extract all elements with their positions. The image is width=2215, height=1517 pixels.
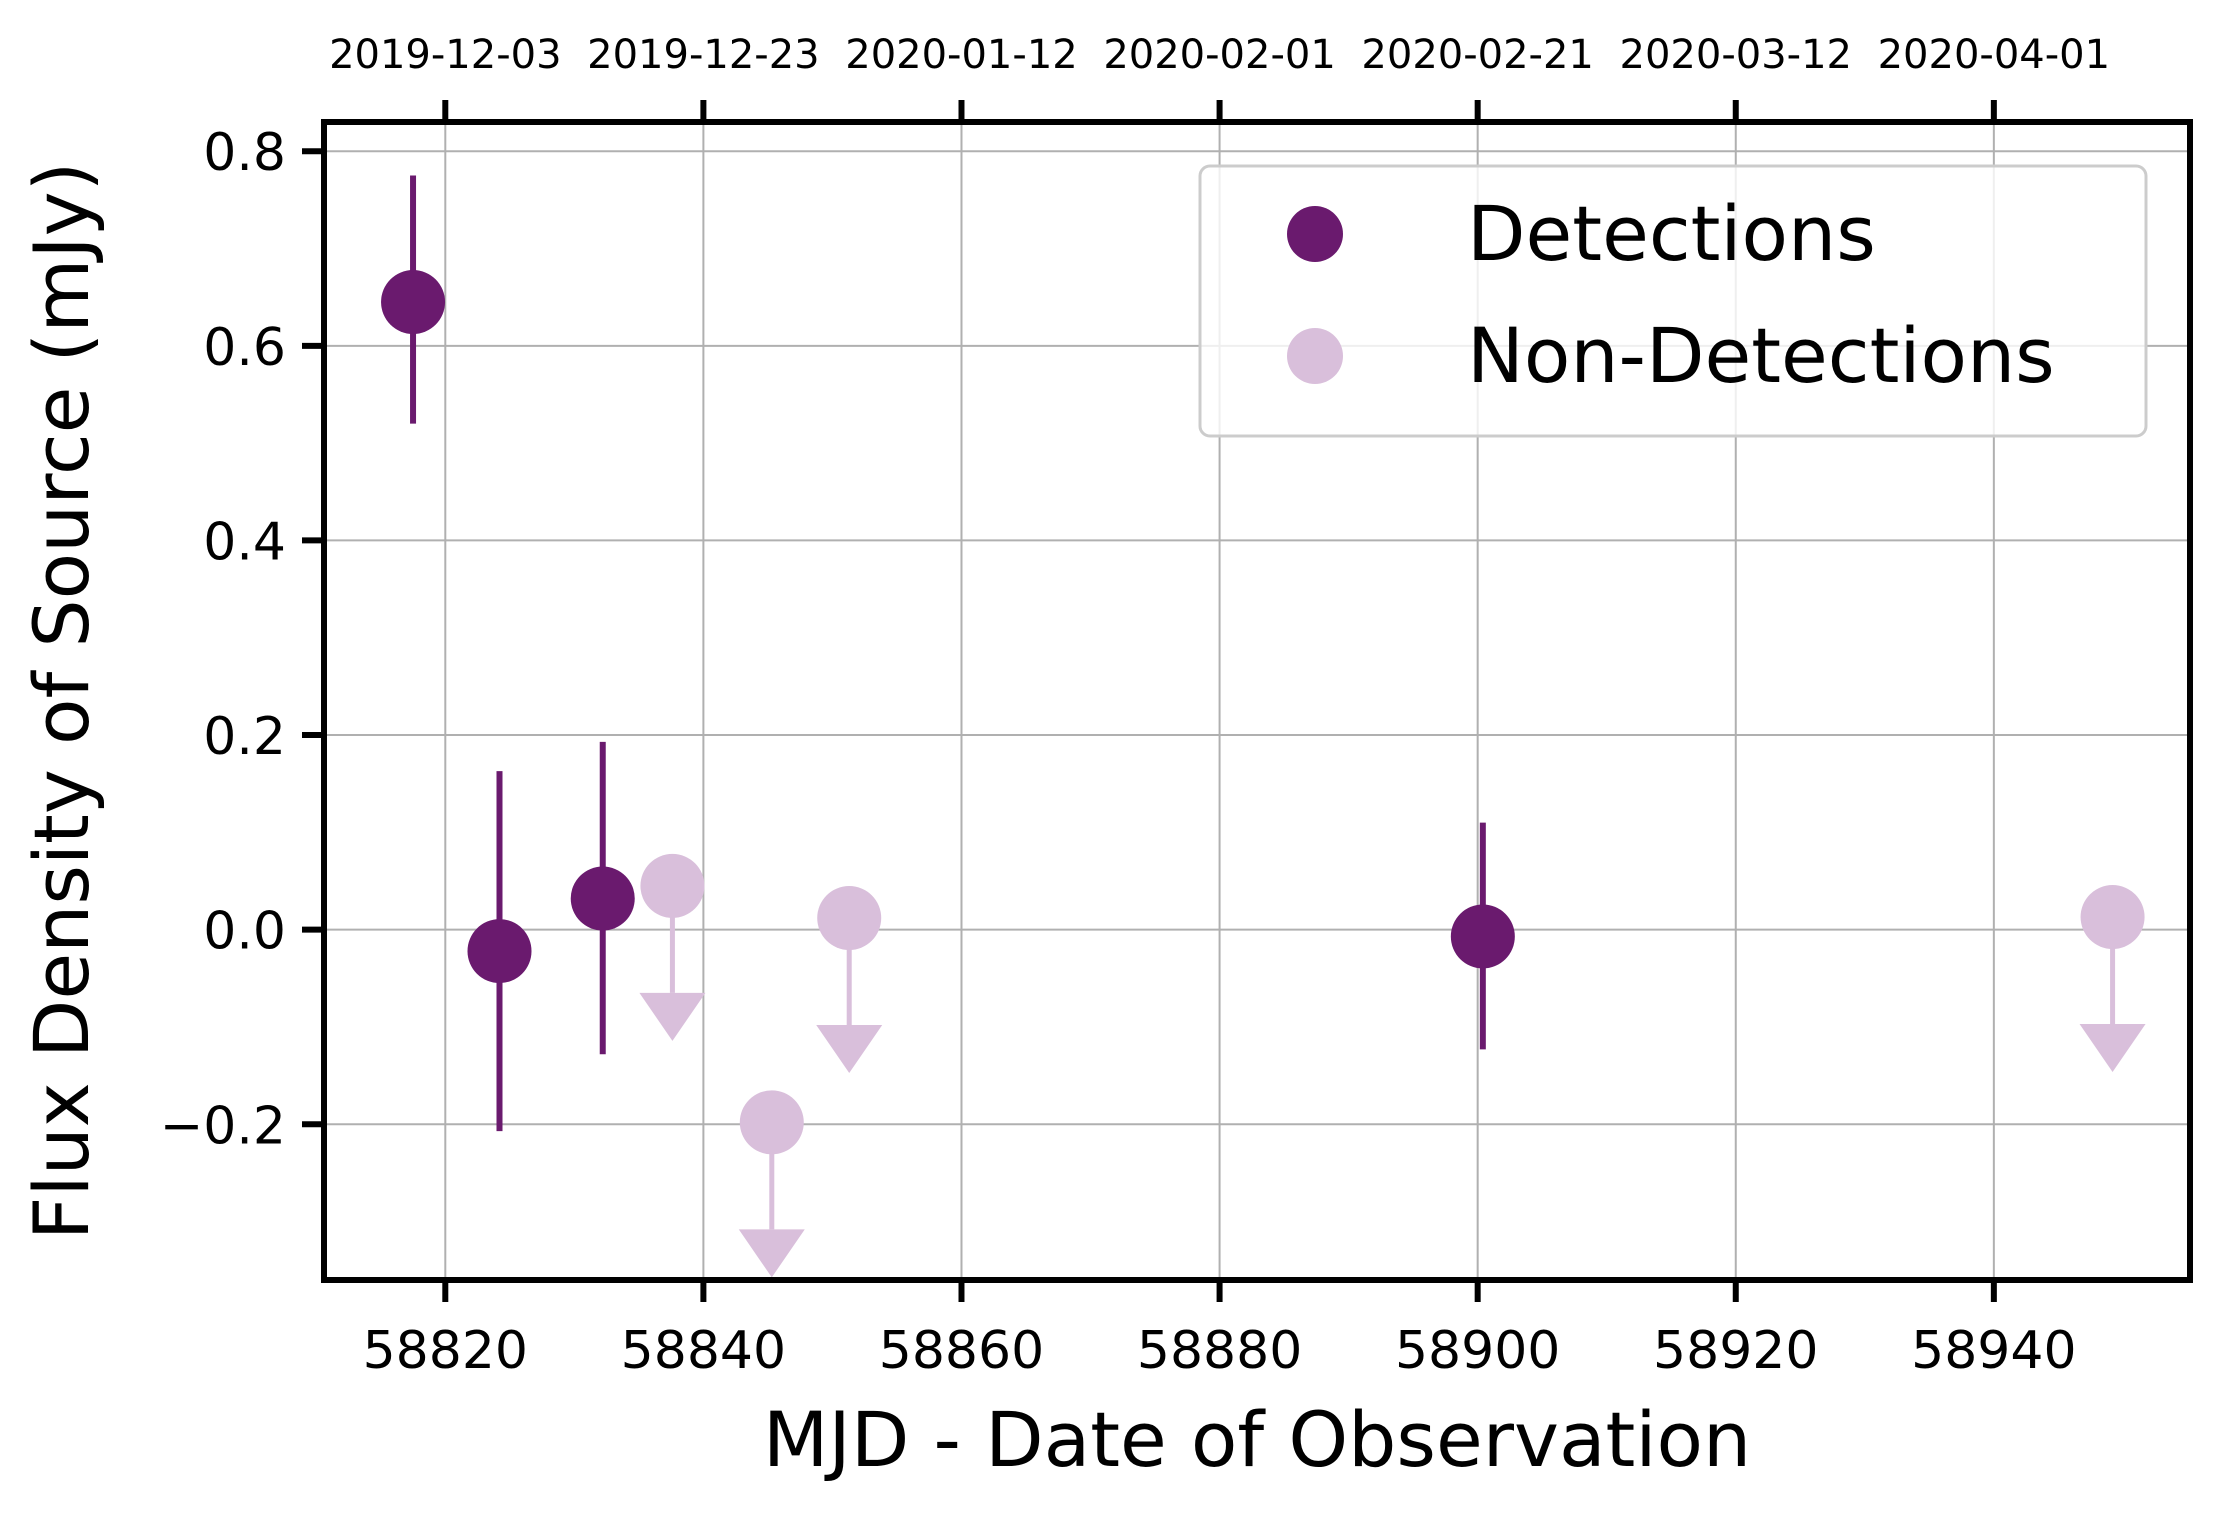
- x-tick-label: 58820: [363, 1321, 528, 1381]
- x-tick-label: 58880: [1137, 1321, 1302, 1381]
- upper-limit-arrow-head: [816, 1025, 883, 1074]
- x-tick-label: 58920: [1653, 1321, 1818, 1381]
- detection-point: [467, 919, 532, 984]
- top-date-tick-label: 2020-03-12: [1620, 32, 1852, 78]
- x-tick-label: 58900: [1395, 1321, 1560, 1381]
- y-tick-label: −0.2: [160, 1096, 286, 1156]
- non-detection-point: [640, 853, 705, 918]
- data-marks: [381, 175, 2146, 1278]
- legend-marker-non-detections: [1287, 328, 1343, 384]
- x-tick-label: 58840: [621, 1321, 786, 1381]
- legend-box: [1198, 164, 2148, 438]
- top-date-tick-label: 2020-02-21: [1361, 32, 1593, 78]
- top-date-tick-label: 2019-12-23: [587, 32, 819, 78]
- upper-limit-arrow-head: [639, 992, 706, 1041]
- top-date-tick-label: 2019-12-03: [329, 32, 561, 78]
- legend-marker-detections: [1287, 206, 1343, 262]
- non-detection-point: [817, 886, 882, 951]
- detection-point: [1450, 904, 1515, 969]
- x-axis-title: MJD - Date of Observation: [763, 1395, 1751, 1484]
- top-date-tick-label: 2020-04-01: [1878, 32, 2110, 78]
- y-axis-title: Flux Density of Source (mJy): [17, 162, 106, 1241]
- upper-limit-arrow-head: [738, 1229, 805, 1278]
- detection-point: [570, 866, 635, 931]
- plot-frame: [321, 119, 2193, 1283]
- axis-ticks: 58820 58840 58860 58880 58900 58920 58940 −0.2 0…: [160, 32, 2110, 1381]
- x-tick-label: 58940: [1911, 1321, 2076, 1381]
- legend-label-detections: Detections: [1467, 189, 1876, 278]
- y-tick-label: 0.4: [203, 512, 286, 572]
- y-tick-label: 0.8: [203, 123, 286, 183]
- upper-limit-arrow-head: [2079, 1024, 2146, 1073]
- y-tick-label: 0.0: [203, 902, 286, 962]
- top-date-tick-label: 2020-01-12: [845, 32, 1077, 78]
- detection-point: [381, 270, 446, 335]
- legend-label-non-detections: Non-Detections: [1467, 311, 2055, 400]
- y-tick-label: 0.2: [203, 707, 286, 767]
- y-tick-label: 0.6: [203, 318, 286, 378]
- x-tick-label: 58860: [879, 1321, 1044, 1381]
- top-date-tick-label: 2020-02-01: [1103, 32, 1335, 78]
- non-detection-point: [739, 1090, 804, 1155]
- legend: Detections Non-Detections: [1198, 164, 2148, 438]
- non-detection-point: [2080, 885, 2145, 950]
